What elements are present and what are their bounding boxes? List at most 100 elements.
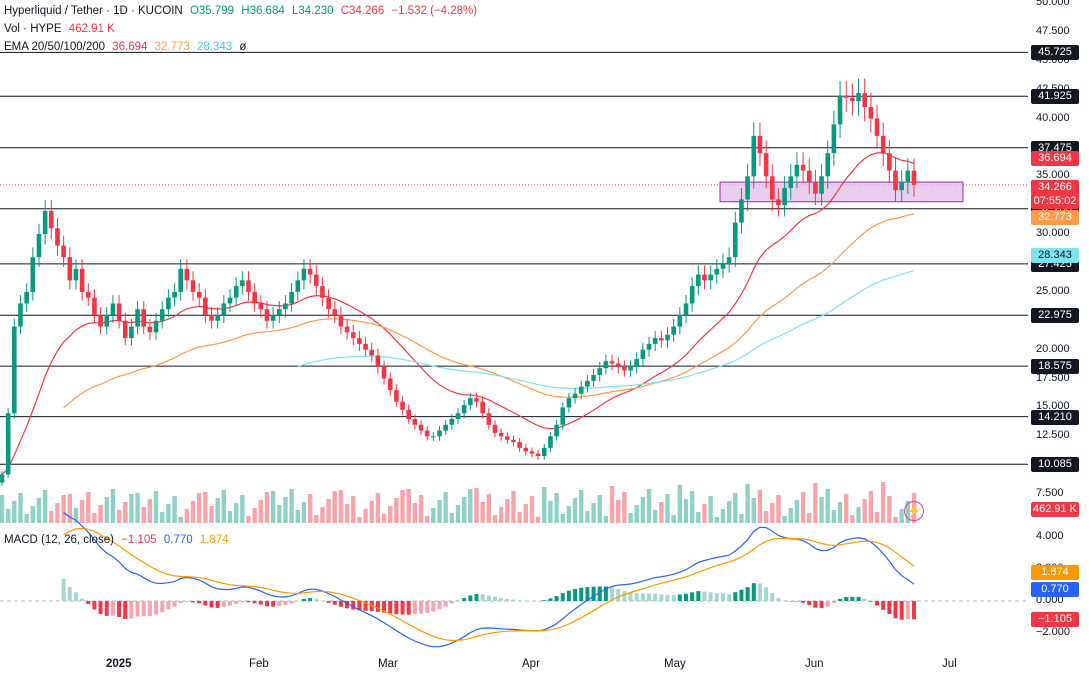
macd-hist-bar xyxy=(160,601,164,612)
macd-hist-bar xyxy=(696,591,700,601)
macd-hist-bar xyxy=(715,593,719,601)
candle-body xyxy=(499,433,504,436)
macd-hist-bar xyxy=(487,595,491,601)
volume-bar xyxy=(505,499,509,523)
ema-label: EMA 20/50/100/200 xyxy=(4,41,105,53)
macd-hist-bar xyxy=(776,598,780,601)
candle-body xyxy=(185,269,190,281)
ema50-line xyxy=(64,214,914,408)
candle-body xyxy=(141,309,146,326)
candle-body xyxy=(413,419,418,425)
volume-bar xyxy=(758,490,762,523)
candle-body xyxy=(708,275,713,281)
countdown-tag: 07:55:02 xyxy=(1031,194,1079,209)
candle-body xyxy=(560,407,565,424)
macd-hist-bar xyxy=(721,594,725,601)
price-tick-label: 12.500 xyxy=(1036,429,1070,441)
volume-bar xyxy=(197,493,201,523)
volume-bar xyxy=(277,505,281,523)
candle-body xyxy=(869,107,874,119)
macd-hist-bar xyxy=(555,596,559,601)
time-tick-label: 2025 xyxy=(106,658,132,670)
candle-body xyxy=(425,431,430,437)
macd-hist-bar xyxy=(290,601,294,603)
volume-bar xyxy=(610,486,614,523)
header-row-macd[interactable]: MACD (12, 26, close) −1.105 0.770 1.874 xyxy=(4,533,233,547)
candle-body xyxy=(801,165,806,171)
macd-hist-bar xyxy=(820,601,824,608)
candle-body xyxy=(308,269,313,275)
macd-hist-bar xyxy=(62,579,66,601)
macd-hist-bar xyxy=(308,598,312,601)
level-tag: 14.210 xyxy=(1031,410,1079,425)
macd-hist-bar xyxy=(764,587,768,601)
ema20-tag: 36.694 xyxy=(1031,151,1079,166)
macd-hist-bar xyxy=(629,593,633,601)
candle-body xyxy=(86,292,91,298)
macd-hist-bar xyxy=(253,601,257,603)
candle-body xyxy=(616,364,621,367)
candle-body xyxy=(881,136,886,153)
macd-hist-bar xyxy=(179,601,183,603)
macd-hist-bar xyxy=(752,583,756,601)
time-tick-label: Feb xyxy=(249,658,269,670)
volume-bars xyxy=(0,482,916,523)
volume-bar xyxy=(499,507,503,523)
macd-hist-bar xyxy=(746,587,750,601)
candle-body xyxy=(0,474,4,482)
candle-body xyxy=(111,303,116,315)
macd-hist-bar xyxy=(333,601,337,605)
candle-body xyxy=(887,153,892,170)
volume-bar xyxy=(86,492,90,523)
macd-hist-bar xyxy=(838,599,842,601)
candle-body xyxy=(782,188,787,205)
candle-body xyxy=(172,292,177,298)
volume-bar xyxy=(752,498,756,523)
macd-hist-bar xyxy=(191,601,195,602)
volume-bar xyxy=(314,515,318,523)
volume-bar xyxy=(622,492,626,523)
macd-hist-bar xyxy=(548,598,552,601)
macd-hist-bar xyxy=(709,592,713,601)
candle-body xyxy=(117,303,122,320)
candle-body xyxy=(696,275,701,287)
volume-bar xyxy=(770,503,774,523)
candle-body xyxy=(634,359,639,367)
macd-hist-bar xyxy=(339,601,343,607)
ema50-value: 32.773 xyxy=(155,41,190,53)
volume-bar xyxy=(764,511,768,523)
macd-hist-bar xyxy=(511,600,515,601)
header-row-ema[interactable]: EMA 20/50/100/200 36.694 32.773 28.343 ø xyxy=(4,40,250,54)
symbol-title[interactable]: Hyperliquid / Tether · 1D · KUCOIN xyxy=(4,5,183,17)
candle-body xyxy=(715,269,720,275)
candle-body xyxy=(363,344,368,350)
macd-hist-bar xyxy=(123,601,127,619)
macd-hist-bar xyxy=(222,601,226,607)
candle-body xyxy=(215,315,220,321)
header-row-volume[interactable]: Vol · HYPE 462.91 K xyxy=(4,22,119,36)
volume-bar xyxy=(591,503,595,523)
volume-bar xyxy=(887,496,891,523)
macd-hist-bar xyxy=(111,601,115,616)
volume-bar xyxy=(604,516,608,523)
horizontal-levels xyxy=(0,52,1028,464)
volume-bar xyxy=(160,512,164,523)
macd-hist-bar xyxy=(271,601,275,607)
volume-bar xyxy=(31,506,35,523)
volume-bar xyxy=(400,490,404,523)
volume-bar xyxy=(166,504,170,523)
high-value: H36.684 xyxy=(241,5,284,17)
macd-hist-bar xyxy=(881,601,885,610)
candle-body xyxy=(394,390,399,402)
candle-body xyxy=(727,257,732,263)
macd-hist-bar xyxy=(314,599,318,601)
volume-bar xyxy=(850,515,854,523)
volume-bar xyxy=(431,508,435,523)
ema20-value: 36.694 xyxy=(112,41,147,53)
candle-body xyxy=(628,367,633,370)
lightning-icon[interactable]: ⚡ xyxy=(904,501,924,521)
candle-body xyxy=(505,436,510,439)
ema50-tag: 32.773 xyxy=(1031,210,1079,225)
